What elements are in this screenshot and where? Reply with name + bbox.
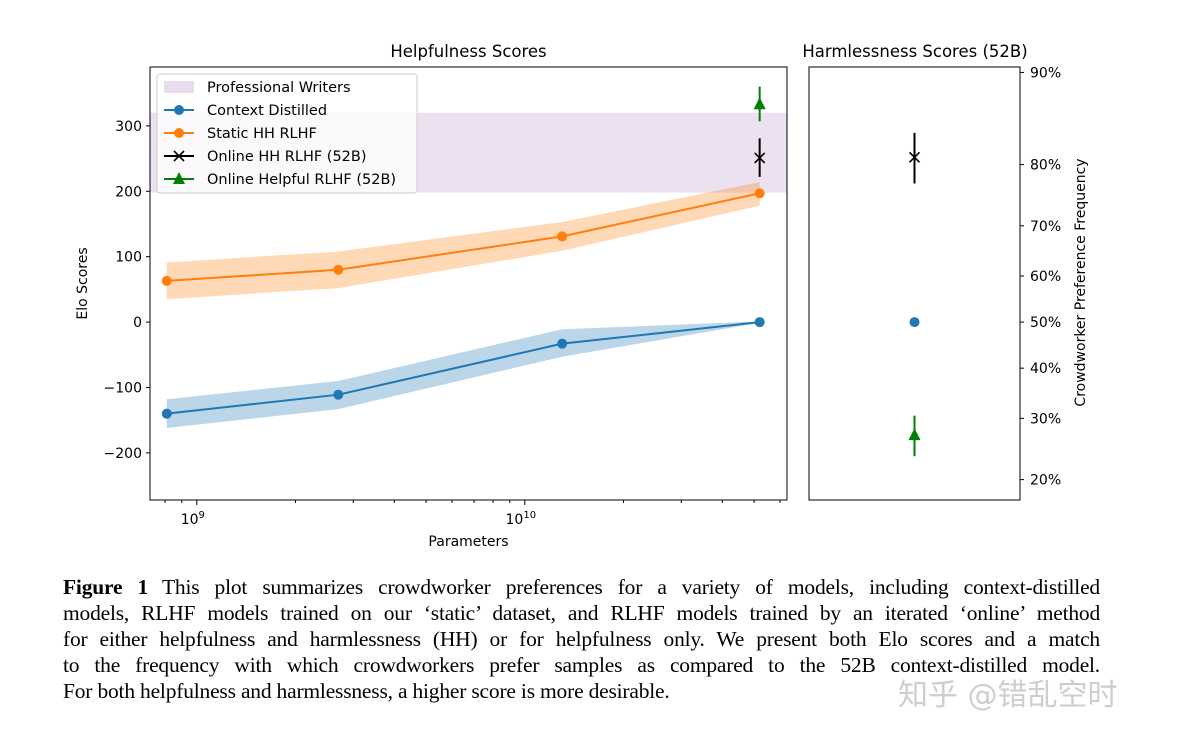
series-line — [166, 192, 760, 282]
harmlessness-panel: 90% 80% 70% 60% 50% 40% 30% 20% Crowdworker Pref… — [802, 42, 1089, 501]
legend-label: Online Helpful RLHF (52B) — [207, 172, 396, 188]
y-tick-label: 300 — [115, 119, 142, 135]
legend-marker — [174, 128, 184, 138]
caption-line: to the frequency with which crowdworkers… — [63, 653, 1100, 677]
legend-swatch — [164, 81, 194, 93]
legend-label: Static HH RLHF — [207, 126, 317, 142]
plot-frame — [808, 66, 1021, 501]
chart-title: Harmlessness Scores (52B) — [802, 42, 1027, 61]
legend-box — [156, 73, 418, 194]
y-tick-label: 200 — [115, 184, 142, 200]
data-point — [754, 188, 765, 199]
x-tick-exponent: 9 — [199, 510, 205, 521]
legend-label: Professional Writers — [207, 80, 351, 96]
legend-marker — [174, 105, 184, 115]
series-context-distilled — [161, 317, 765, 429]
data-point — [909, 317, 920, 328]
y-tick-label: 70% — [1030, 219, 1061, 235]
legend: Professional Writers Context Distilled Sta… — [156, 73, 418, 194]
data-point — [754, 317, 765, 328]
x-tick-label: 1010 — [506, 510, 537, 528]
figure-label: Figure 1 — [63, 575, 148, 599]
caption-line: For both helpfulness and harmlessness, a… — [63, 679, 670, 703]
harmlessness-point-online-helpful-rlhf-52b- — [908, 415, 921, 457]
legend-label: Online HH RLHF (52B) — [207, 149, 367, 165]
y-tick-label: −200 — [104, 446, 142, 462]
x-tick-label: 109 — [181, 510, 205, 528]
y-tick-label: 100 — [115, 250, 142, 266]
y-axis-label: Elo Scores — [75, 247, 91, 319]
caption-line: for either helpfulness and harmlessness … — [63, 627, 1100, 651]
y-tick-label: −100 — [104, 380, 142, 396]
series-online-hh-rlhf-52b- — [754, 138, 766, 177]
data-point — [753, 97, 766, 110]
caption-line: Figure 1 This plot summarizes crowdworker… — [63, 575, 1100, 599]
data-point — [754, 152, 766, 164]
series-line — [166, 321, 760, 415]
y-tick-label: 60% — [1030, 269, 1061, 285]
x-tick-exponent: 10 — [523, 510, 536, 521]
data-point — [161, 408, 172, 419]
y-tick-label: 40% — [1030, 361, 1061, 377]
data-point — [333, 264, 344, 275]
data-point — [908, 151, 921, 163]
harmlessness-point-context-distilled — [909, 317, 920, 328]
legend-label: Context Distilled — [207, 103, 327, 119]
caption-line: models, RLHF models trained on our ‘stat… — [63, 601, 1100, 625]
y-tick-label: 50% — [1030, 315, 1061, 331]
y-tick-label: 30% — [1030, 411, 1061, 427]
series-static-hh-rlhf — [161, 182, 765, 300]
legend-marker — [173, 150, 185, 162]
data-point — [161, 275, 172, 286]
watermark: 知乎 @错乱空时 — [898, 678, 1118, 713]
figure-caption: Figure 1 This plot summarizes crowdworker… — [63, 574, 1100, 704]
y-axis-label: Crowdworker Preference Frequency — [1073, 158, 1089, 406]
data-point — [557, 231, 568, 242]
y-tick-label: 90% — [1030, 65, 1061, 81]
plot-frame — [149, 66, 788, 501]
y-tick-label: 80% — [1030, 158, 1061, 174]
harmlessness-point-online-hh-rlhf-52b- — [908, 132, 921, 184]
x-axis-label: Parameters — [428, 534, 508, 550]
y-tick-label: 0 — [133, 315, 142, 331]
chart-title: Helpfulness Scores — [390, 42, 546, 61]
legend-marker — [173, 172, 185, 184]
data-point — [557, 338, 568, 349]
confidence-band — [166, 182, 760, 300]
y-tick-label: 20% — [1030, 473, 1061, 489]
data-point — [908, 428, 921, 441]
confidence-band — [166, 321, 760, 429]
series-online-helpful-rlhf-52b- — [753, 86, 766, 122]
data-point — [333, 389, 344, 400]
